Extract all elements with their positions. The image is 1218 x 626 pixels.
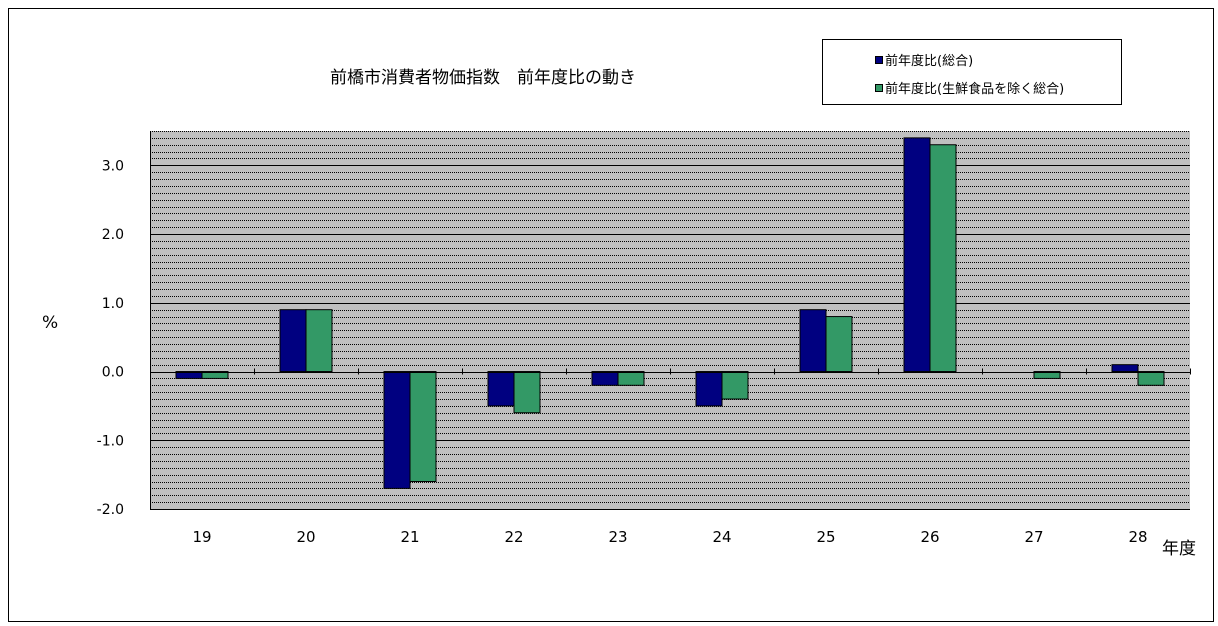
- x-tick-label: 27: [1024, 528, 1043, 546]
- bar-2-25: [825, 316, 853, 373]
- bar-2-22: [513, 371, 541, 414]
- bar-1-22: [487, 371, 515, 407]
- bar-2-20: [305, 309, 333, 373]
- y-axis-label: %: [42, 313, 59, 333]
- legend-swatch-series-1: [875, 55, 883, 64]
- x-tick-label: 28: [1128, 528, 1147, 546]
- bar-2-28: [1137, 371, 1165, 386]
- legend-swatch-series-2: [875, 83, 883, 92]
- x-tick-label: 25: [816, 528, 835, 546]
- bar-1-21: [383, 371, 411, 489]
- legend-label-series-1: 前年度比(総合): [885, 54, 974, 69]
- y-tick-label: 1.0: [102, 296, 124, 312]
- bar-1-26: [903, 137, 931, 373]
- x-tick-label: 26: [920, 528, 939, 546]
- bar-1-25: [799, 309, 827, 373]
- y-tick-label: 2.0: [102, 227, 124, 243]
- bar-2-23: [617, 371, 645, 386]
- legend-item-series-2: 前年度比(生鮮食品を除く総合): [875, 78, 1064, 97]
- chart-title: 前橋市消費者物価指数 前年度比の動き: [330, 68, 636, 88]
- bar-1-28: [1111, 364, 1139, 373]
- x-tick-label: 19: [192, 528, 211, 546]
- x-tick-label: 22: [504, 528, 523, 546]
- bar-2-21: [409, 371, 437, 483]
- x-axis-unit: 年度: [1162, 539, 1196, 559]
- y-tick-label: -1.0: [97, 433, 124, 449]
- x-tick-label: 20: [296, 528, 315, 546]
- bar-2-19: [201, 371, 229, 379]
- y-tick-label: -2.0: [97, 502, 124, 518]
- bar-2-24: [721, 371, 749, 400]
- bar-1-20: [279, 309, 307, 373]
- bar-2-26: [929, 144, 957, 373]
- chart-legend: 前年度比(総合) 前年度比(生鮮食品を除く総合): [822, 39, 1122, 105]
- bar-2-27: [1033, 371, 1061, 379]
- y-tick-label: 3.0: [102, 158, 124, 174]
- x-tick-label: 23: [608, 528, 627, 546]
- x-tick-label: 24: [712, 528, 731, 546]
- bar-1-23: [591, 371, 619, 386]
- y-tick-label: 0.0: [102, 365, 124, 381]
- legend-item-series-1: 前年度比(総合): [875, 50, 973, 69]
- legend-label-series-2: 前年度比(生鮮食品を除く総合): [885, 82, 1065, 97]
- bar-1-24: [695, 371, 723, 407]
- x-tick-label: 21: [400, 528, 419, 546]
